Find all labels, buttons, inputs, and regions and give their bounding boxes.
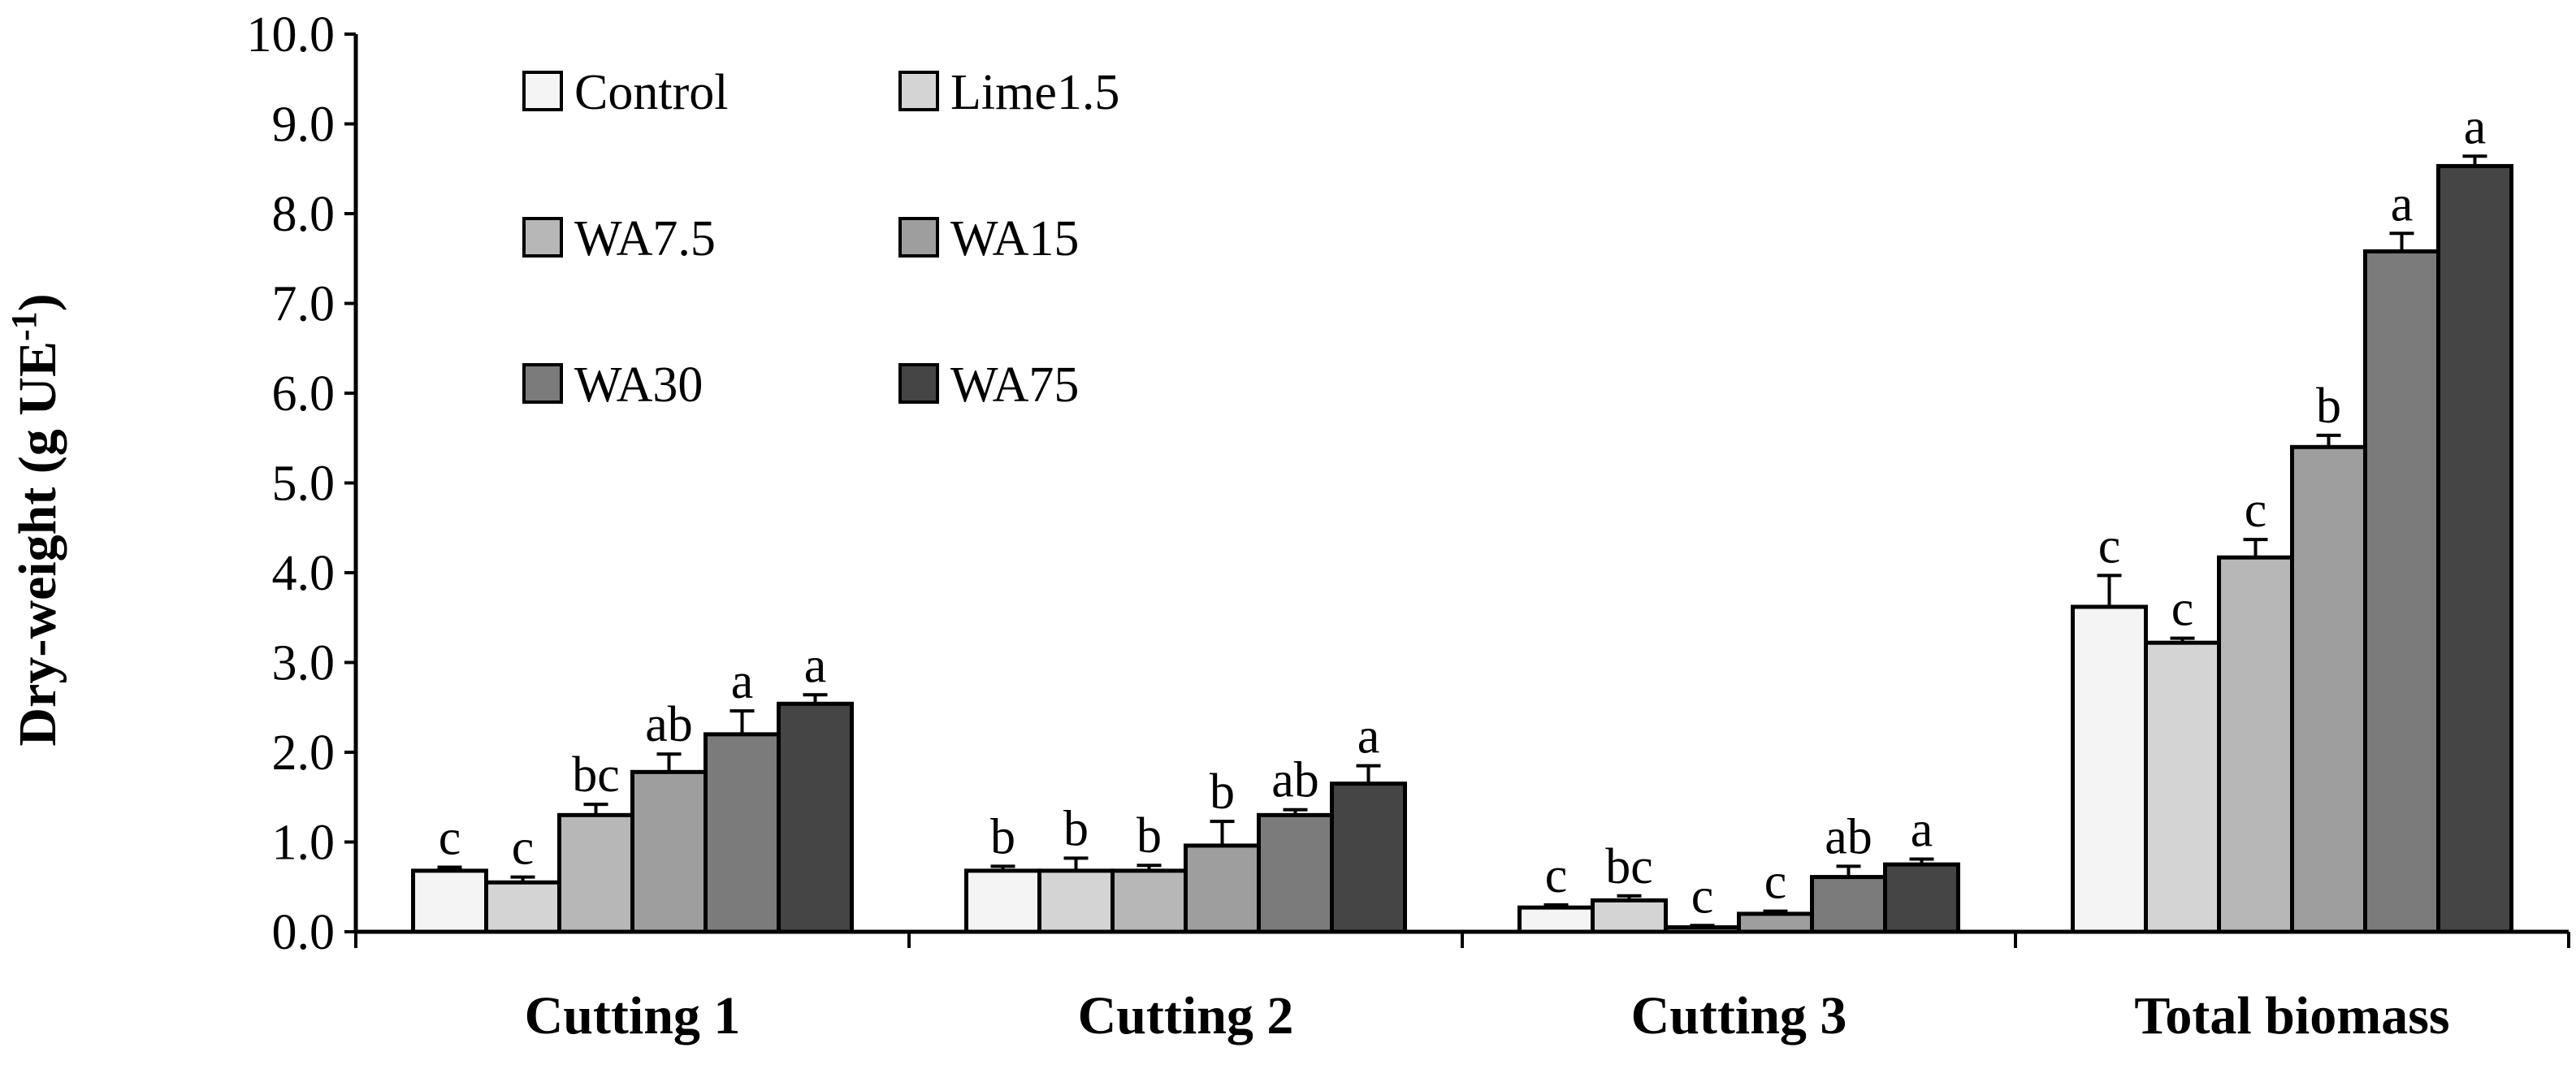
y-axis-label-close: ) [8, 293, 67, 311]
legend-label: WA30 [574, 357, 703, 413]
bar [411, 868, 488, 934]
y-tick-label: 9.0 [272, 97, 336, 153]
bar [2071, 604, 2148, 934]
bar [2363, 249, 2440, 934]
significance-letter: a [1357, 709, 1380, 764]
legend-label: WA7.5 [574, 211, 716, 266]
y-tick-label: 0.0 [272, 905, 336, 960]
significance-letter: a [2391, 176, 2414, 232]
bar [704, 732, 781, 934]
bar [1810, 875, 1887, 934]
significance-letter: ab [1825, 809, 1872, 864]
significance-letter: b [1210, 764, 1235, 820]
bar [2436, 163, 2513, 934]
category-label: Cutting 2 [1078, 986, 1294, 1046]
significance-letter: bc [572, 747, 620, 803]
y-tick-label: 1.0 [272, 816, 336, 871]
bar [2290, 444, 2367, 934]
y-axis-label-main: Dry-weight (g UE [8, 341, 67, 747]
significance-letter: ab [645, 697, 693, 752]
category-label: Cutting 3 [1631, 986, 1847, 1046]
significance-letter: a [1911, 802, 1933, 857]
significance-letter: b [1063, 801, 1089, 856]
legend-swatch [898, 71, 939, 111]
y-tick-label: 6.0 [272, 366, 336, 422]
y-tick-label: 5.0 [272, 457, 336, 512]
legend-swatch [522, 363, 563, 404]
significance-letter: c [2171, 582, 2194, 637]
legend-swatch [522, 217, 563, 258]
y-tick-label: 8.0 [272, 187, 336, 242]
bar [964, 868, 1041, 934]
bar [1257, 812, 1334, 934]
bar [1037, 868, 1115, 934]
y-tick-label: 7.0 [272, 277, 336, 332]
significance-letter: c [2098, 518, 2121, 574]
bar [2144, 640, 2221, 934]
bar [2217, 555, 2294, 934]
significance-letter: a [2464, 99, 2487, 154]
significance-letter: c [2245, 483, 2267, 538]
significance-letter: c [1545, 848, 1568, 903]
bar [1330, 781, 1407, 934]
bar [630, 769, 708, 934]
legend-label: WA75 [950, 357, 1079, 413]
significance-letter: bc [1605, 839, 1653, 894]
y-axis-label: Dry-weight (g UE-1) [4, 293, 68, 746]
x-tick-marks [354, 932, 2570, 948]
significance-letter: a [804, 638, 827, 693]
significance-letter: ab [1271, 753, 1319, 808]
y-tick-label: 4.0 [272, 546, 336, 601]
significance-letter: b [1136, 808, 1162, 864]
bar [484, 880, 561, 934]
significance-letter: b [2316, 379, 2341, 434]
significance-letter: c [512, 820, 535, 876]
y-tick-label: 3.0 [272, 636, 336, 691]
y-tick-labels: 0.0 1.0 2.0 3.0 4.0 5.0 6.0 7.0 8.0 9.0 10.0 [247, 7, 356, 960]
significance-letter: a [731, 654, 754, 709]
legend-label: WA15 [950, 211, 1079, 266]
legend-swatch [522, 71, 563, 111]
y-axis-label-sup: -1 [4, 311, 44, 341]
category-label: Cutting 1 [525, 986, 741, 1046]
bar [557, 812, 634, 934]
legend-label: Lime1.5 [950, 65, 1119, 120]
bar [1883, 862, 1960, 934]
bar [1737, 911, 1814, 934]
bar [1184, 843, 1261, 934]
category-labels: Cutting 1 Cutting 2 Cutting 3 Total biomass [525, 986, 2450, 1046]
significance-letter: b [990, 809, 1015, 864]
y-tick-label: 10.0 [247, 7, 336, 63]
legend-swatch [898, 363, 939, 404]
category-label: Total biomass [2134, 986, 2449, 1046]
legend-swatch [898, 217, 939, 258]
y-axis-title: Dry-weight (g UE-1) [4, 293, 68, 746]
bar [1110, 868, 1188, 934]
significance-letter: c [1691, 868, 1714, 924]
bar [777, 701, 854, 934]
significance-letter: c [439, 810, 461, 865]
significance-letter: c [1764, 855, 1787, 910]
bar [1591, 898, 1668, 934]
y-tick-label: 2.0 [272, 725, 336, 781]
bar [1517, 905, 1595, 934]
legend-label: Control [574, 65, 728, 120]
legend: Control Lime1.5 WA7.5 WA15 WA30 WA75 [522, 65, 1119, 413]
